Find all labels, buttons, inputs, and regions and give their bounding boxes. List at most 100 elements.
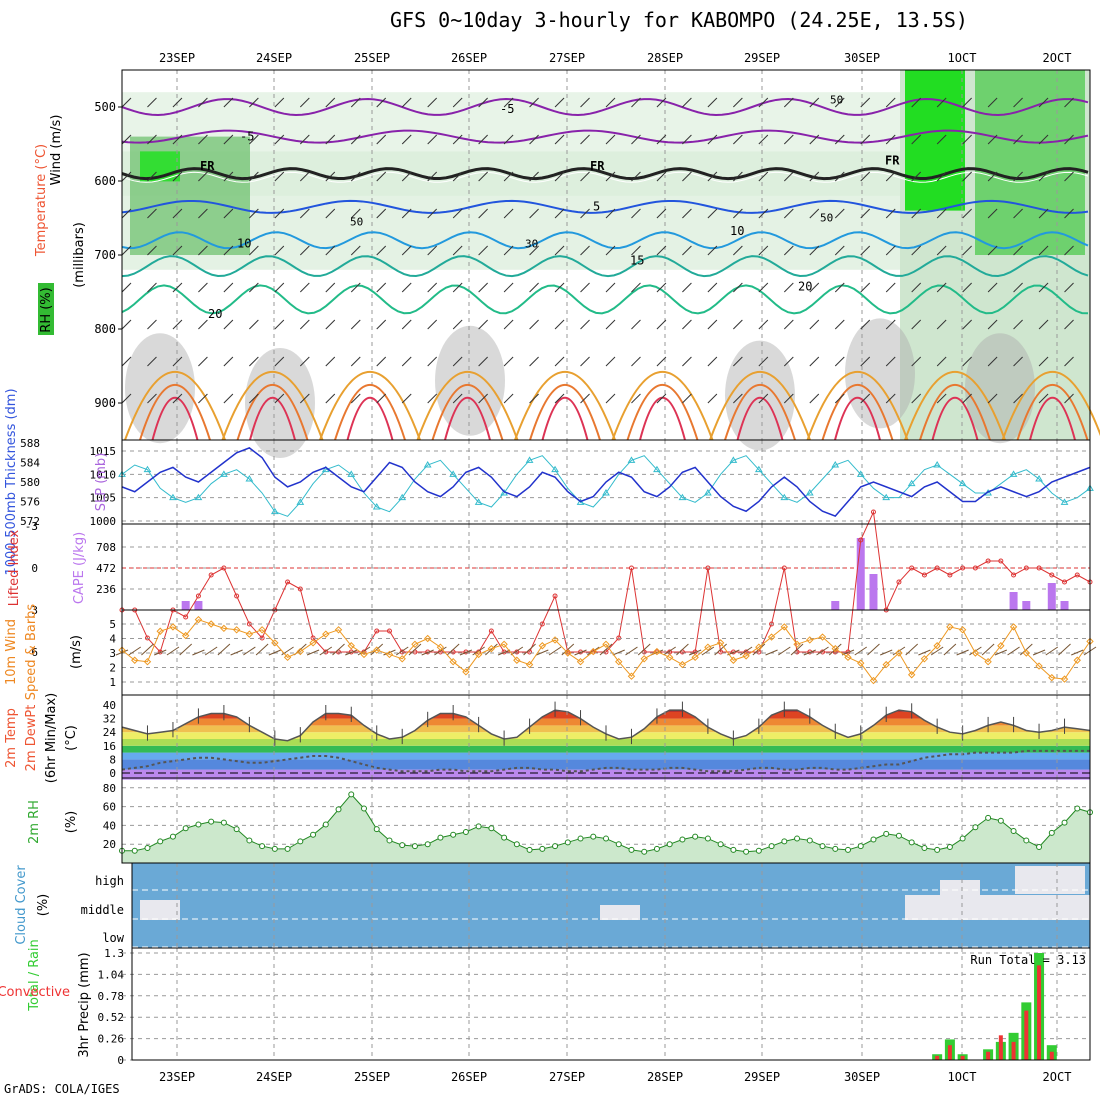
surface-wind-barb [956, 649, 969, 656]
surface-wind-barb [790, 643, 804, 656]
wind-barb [605, 319, 616, 330]
wind-barb [809, 208, 820, 219]
date-label-top: 24SEP [256, 51, 292, 65]
wind-axis-label-2: Speed & Barbs [24, 604, 39, 701]
wind-barb [325, 171, 336, 182]
rh-area [122, 794, 1090, 863]
wind-speed-marker [704, 643, 712, 651]
warm-contour [124, 370, 226, 441]
wind-speed-marker [653, 647, 661, 656]
wind-barb [478, 134, 488, 145]
date-label-top: 2OCT [1043, 51, 1072, 65]
surface-wind-barb [612, 649, 625, 656]
warm-contour [529, 383, 601, 441]
date-label-top: 26SEP [451, 51, 487, 65]
temp-band [122, 759, 1090, 770]
y-tick-label: 700 [94, 248, 116, 262]
li-marker [1074, 572, 1080, 578]
wind-barb [783, 171, 794, 182]
wind-barb [656, 208, 667, 219]
rh-marker [335, 806, 342, 813]
wind-speed-marker [869, 676, 878, 685]
y-tick-label: 500 [94, 100, 116, 114]
wind-barb [198, 319, 208, 330]
temp-band [122, 745, 1090, 753]
rh-marker [424, 841, 431, 848]
wind-speed-marker [181, 631, 190, 640]
warm-contour [1029, 396, 1076, 441]
wind-barb [503, 171, 514, 182]
surface-wind-barb [574, 649, 587, 656]
wind-speed-marker [831, 644, 839, 653]
precip-tick-label: 1.04 [98, 968, 125, 981]
wind-barb [911, 282, 922, 293]
warm-contour [334, 383, 406, 441]
wind-barb [121, 356, 132, 367]
panel-frame [131, 947, 1091, 1061]
slp-marker [678, 493, 687, 501]
wind-barb [707, 319, 718, 330]
wind-barb [656, 319, 667, 330]
wind-barb [198, 97, 208, 108]
wind-barb [401, 282, 412, 293]
rh-marker [322, 821, 329, 828]
date-label-top: 28SEP [647, 51, 683, 65]
temp-contour-minus5 [121, 129, 1089, 144]
wind-speed-marker [334, 626, 343, 634]
wind-barb [860, 134, 871, 145]
surface-wind-barb [765, 649, 778, 656]
warm-contour [709, 370, 811, 441]
cloud-level-label: middle [81, 903, 124, 917]
rh-dry-area [965, 333, 1035, 444]
wind-axis-label: Wind (m/s) [49, 115, 64, 186]
wind-barb [223, 356, 234, 367]
wind-barb [1064, 356, 1074, 367]
slp-marker [907, 479, 916, 487]
wind-barb [1064, 282, 1074, 293]
rh-marker [1061, 819, 1068, 826]
wind-barb [1064, 171, 1074, 182]
cloud-patch [140, 900, 180, 920]
wind-barb [554, 171, 565, 182]
wind-barb [962, 208, 972, 219]
rh-marker [169, 833, 176, 840]
wind-barb [631, 356, 641, 367]
surface-wind-barb [548, 646, 562, 656]
surface-wind-barb [918, 649, 931, 656]
rh-marker [679, 836, 686, 843]
rh-marker [870, 836, 877, 843]
wind-barb [350, 319, 361, 330]
wind-barb [580, 134, 590, 145]
wind-speed-marker [309, 639, 317, 647]
wind-barb [783, 245, 794, 256]
rh-marker [411, 843, 418, 850]
wind-speed-marker [143, 657, 152, 666]
rh-marker [921, 844, 928, 851]
wind-speed-marker [551, 636, 559, 644]
surface-wind-barb [816, 646, 829, 656]
rh-marker [641, 848, 648, 855]
wind-barb [147, 97, 157, 108]
precip-convective-bar [1011, 1041, 1016, 1060]
wind-barb [656, 245, 667, 256]
temperature-axis-label: Temperature (°C) [34, 144, 49, 257]
rh-marker [806, 837, 813, 844]
wind-speed-marker [385, 650, 394, 659]
date-label-bottom: 23SEP [159, 1070, 195, 1084]
li-tick-label: 3 [31, 604, 38, 617]
rh-marker [1074, 805, 1081, 812]
wind-barb [299, 393, 310, 404]
wind-barb [936, 319, 947, 330]
wind-barb [809, 282, 820, 293]
wind-barb [223, 134, 234, 145]
slp-marker [856, 470, 865, 477]
wind-speed-marker [538, 642, 547, 650]
wind-tick-label: 2 [109, 662, 116, 675]
wind-barb [809, 319, 820, 330]
slp-marker [627, 456, 636, 463]
wind-barb [350, 208, 361, 219]
wind-barb [707, 356, 718, 367]
wind-barb [198, 134, 208, 145]
warm-contour [806, 370, 909, 441]
date-label-bottom: 1OCT [948, 1070, 977, 1084]
